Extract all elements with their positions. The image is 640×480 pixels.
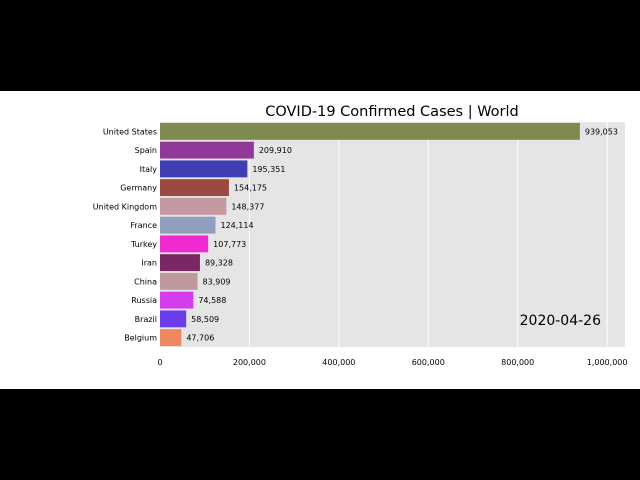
category-label-2: Italy: [140, 165, 158, 174]
bar-0: [160, 122, 580, 140]
category-label-6: Turkey: [130, 240, 157, 249]
chart-frame: COVID-19 Confirmed Cases | World United …: [0, 91, 640, 389]
category-label-4: United Kingdom: [93, 202, 157, 211]
value-label-4: 148,377: [231, 202, 264, 211]
category-label-8: China: [134, 277, 157, 286]
date-label: 2020-04-26: [520, 313, 601, 329]
bar-5: [160, 216, 216, 234]
bar-6: [160, 235, 209, 253]
bar-3: [160, 179, 229, 197]
category-label-7: Iran: [141, 259, 157, 268]
bar-11: [160, 329, 182, 347]
value-label-2: 195,351: [252, 165, 285, 174]
value-label-8: 83,909: [203, 277, 231, 286]
chart-title: COVID-19 Confirmed Cases | World: [265, 104, 519, 120]
category-label-3: Germany: [120, 184, 157, 193]
category-label-10: Brazil: [135, 315, 157, 324]
category-label-0: United States: [103, 127, 157, 136]
bar-7: [160, 254, 200, 272]
plot-area: [160, 122, 625, 347]
x-tick-label-3: 600,000: [412, 358, 445, 367]
x-tick-label-4: 800,000: [501, 358, 534, 367]
category-label-9: Russia: [131, 296, 157, 305]
bar-4: [160, 197, 227, 215]
x-tick-label-5: 1,000,000: [587, 358, 628, 367]
bar-9: [160, 291, 194, 309]
value-label-9: 74,588: [198, 296, 226, 305]
value-label-7: 89,328: [205, 259, 233, 268]
x-tick-label-1: 200,000: [233, 358, 266, 367]
value-label-0: 939,053: [585, 127, 618, 136]
x-tick-label-2: 400,000: [322, 358, 355, 367]
value-label-5: 124,114: [220, 221, 253, 230]
value-label-6: 107,773: [213, 240, 246, 249]
bar-10: [160, 310, 187, 328]
category-label-1: Spain: [135, 146, 157, 155]
category-label-5: France: [130, 221, 157, 230]
bar-2: [160, 160, 248, 178]
value-label-3: 154,175: [234, 184, 267, 193]
x-tick-label-0: 0: [157, 358, 162, 367]
value-label-11: 47,706: [186, 334, 214, 343]
value-label-1: 209,910: [259, 146, 292, 155]
category-label-11: Belgium: [124, 334, 157, 343]
value-label-10: 58,509: [191, 315, 219, 324]
bar-8: [160, 272, 198, 290]
bar-chart: COVID-19 Confirmed Cases | World United …: [93, 104, 628, 367]
bar-1: [160, 141, 254, 159]
